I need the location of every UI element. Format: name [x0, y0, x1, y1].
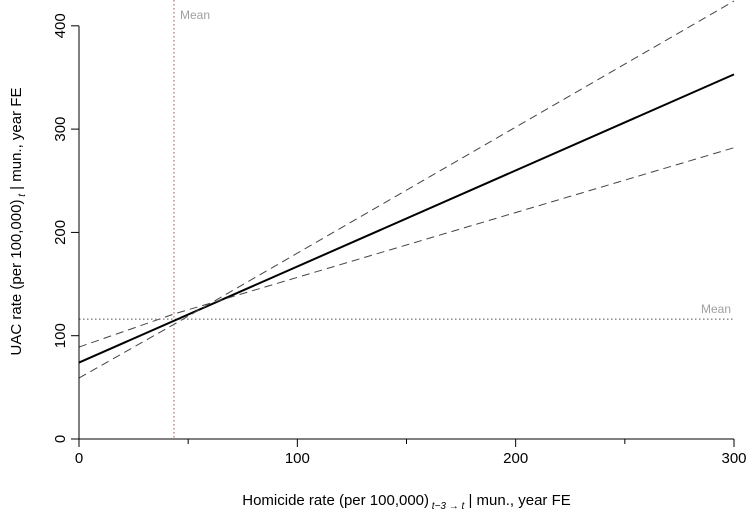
x-tick-label: 100: [285, 450, 310, 467]
axis-title-main: Homicide rate (per 100,000): [242, 492, 429, 509]
confidence-band-line: [78, 0, 735, 379]
series-lines: [78, 0, 735, 379]
y-tick-label: 400: [52, 13, 69, 38]
x-axis-title: Homicide rate (per 100,000) t−3 → t | mu…: [242, 492, 571, 512]
x-tick-label: 0: [75, 450, 83, 467]
y-tick-label: 200: [52, 220, 69, 245]
mean-vertical-label: Mean: [180, 8, 210, 22]
x-tick-label: 200: [503, 450, 528, 467]
axis-title-tail: | mun., year FE: [464, 492, 570, 509]
fitted-line: [78, 73, 735, 364]
axes: 0 100 200 300 0 100 200 300 400: [52, 13, 747, 467]
axis-title-tail: | mun., year FE: [8, 88, 25, 194]
axis-title-main: UAC rate (per 100,000): [8, 200, 25, 356]
x-tick-label: 300: [721, 450, 746, 467]
mean-horizontal-label: Mean: [701, 302, 731, 316]
y-tick-label: 0: [52, 435, 69, 443]
y-tick-label: 300: [52, 117, 69, 142]
axis-title-subscript: t: [17, 193, 28, 200]
confidence-band-line: [78, 147, 735, 348]
y-axis-title: UAC rate (per 100,000) t | mun., year FE: [8, 88, 28, 356]
y-tick-label: 100: [52, 323, 69, 348]
reference-lines: Mean Mean: [79, 0, 734, 439]
axis-title-subscript: t−3 → t: [429, 501, 466, 512]
